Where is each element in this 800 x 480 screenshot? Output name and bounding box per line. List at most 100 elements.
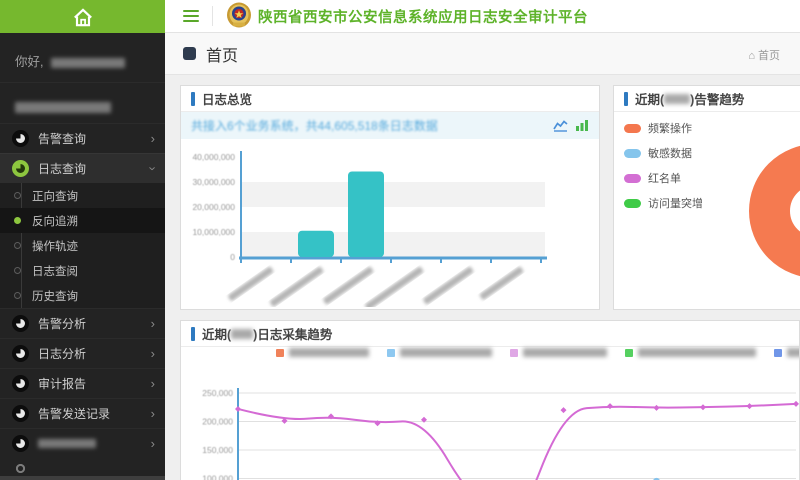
legend-item[interactable]: 敏感数据: [624, 145, 703, 161]
legend-marker-icon: [624, 148, 641, 158]
sidebar-item-alert-query[interactable]: 告警查询 ›: [0, 123, 165, 153]
breadcrumb[interactable]: ⌂ 首页: [748, 50, 780, 62]
log-overview-bar-chart[interactable]: 0 10,000,000 20,000,000 30,000,000 40,000,00…: [185, 143, 597, 307]
panel-log-overview: 日志总览 共接入6个业务系统，共44,605,518条日志数据 0 10,000,…: [180, 85, 600, 310]
legend-item[interactable]: [510, 348, 607, 357]
svg-text:40,000,000: 40,000,000: [192, 152, 235, 162]
sidebar-submenu: 正向查询反向追溯操作轨迹日志查阅 历史查询: [0, 183, 165, 308]
sidebar-item-label: 审计报告: [38, 377, 87, 391]
legend-marker-icon: [774, 348, 782, 357]
home-button[interactable]: [0, 0, 165, 33]
sidebar-subitem-label: 操作轨迹: [32, 240, 78, 253]
dot-icon: [14, 242, 21, 249]
legend-marker-icon: [510, 348, 518, 357]
redacted-period: [231, 328, 254, 339]
redacted-legend-label: [289, 348, 369, 357]
sidebar-item-log-query[interactable]: 日志查询 ›: [0, 153, 165, 183]
line-chart-icon[interactable]: [553, 119, 568, 132]
redacted-section-label: [15, 102, 111, 114]
chevron-right-icon: ›: [150, 316, 155, 331]
panel-collect-trend-title: 近期( )日志采集趋势: [181, 321, 799, 347]
legend-item[interactable]: 频繁操作: [624, 120, 703, 136]
topbar: 陕西省西安市公安信息系统应用日志安全审计平台: [165, 0, 800, 33]
alert-donut-chart[interactable]: [749, 144, 800, 278]
svg-text:200,000: 200,000: [202, 417, 233, 427]
audit-report-icon: [12, 375, 29, 392]
legend-marker-icon: [624, 173, 641, 183]
legend-marker-icon: [624, 198, 641, 208]
svg-text:150,000: 150,000: [202, 445, 233, 455]
title-marker: [191, 326, 195, 341]
chevron-right-icon: ›: [150, 346, 155, 361]
user-greeting: 你好,: [0, 33, 165, 83]
svg-text:20,000,000: 20,000,000: [192, 202, 235, 212]
sidebar-subitem-label: 正向查询: [32, 190, 78, 203]
log-summary-text: 共接入6个业务系统，共44,605,518条日志数据: [191, 119, 438, 133]
legend-marker-icon: [387, 348, 395, 357]
panel-collect-trend: 近期( )日志采集趋势 250,000 200,000 150,000 100,000: [180, 320, 800, 480]
redacted-legend-label: [787, 348, 799, 357]
legend-item[interactable]: [774, 348, 799, 357]
sidebar-subitem-label: 反向追溯: [32, 215, 78, 228]
legend-item[interactable]: [276, 348, 369, 357]
redacted-item-icon: [12, 435, 29, 452]
sidebar-item-audit-report[interactable]: 审计报告 ›: [0, 368, 165, 398]
alert-query-icon: [12, 130, 29, 147]
dot-icon: [14, 292, 21, 299]
sidebar-subitem-history-query[interactable]: 历史查询: [0, 283, 165, 308]
log-summary-strip: 共接入6个业务系统，共44,605,518条日志数据: [181, 112, 599, 139]
page-title: 首页: [206, 47, 239, 65]
bar-chart-icon[interactable]: [575, 119, 589, 132]
panel-alert-trend: 近期( )告警趋势 频繁操作敏感数据红名单访问量突增: [613, 85, 800, 310]
sidebar-item-label: 日志分析: [38, 347, 87, 361]
legend-label: 敏感数据: [648, 148, 692, 160]
legend-marker-icon: [624, 123, 641, 133]
legend-label: 访问量突增: [648, 198, 703, 210]
legend-label: 红名单: [648, 173, 681, 185]
dot-icon: [14, 267, 21, 274]
sidebar-item-log-analysis[interactable]: 日志分析 ›: [0, 338, 165, 368]
chevron-right-icon: ›: [150, 376, 155, 391]
sidebar-subitem-log-review[interactable]: 日志查阅: [0, 258, 165, 283]
sidebar-subitem-operation-track[interactable]: 操作轨迹: [0, 233, 165, 258]
sidebar-subitem-reverse-trace[interactable]: 反向追溯: [0, 208, 165, 233]
panel-alert-trend-title: 近期( )告警趋势: [614, 86, 800, 112]
hamburger-menu-icon[interactable]: [183, 10, 199, 22]
svg-text:30,000,000: 30,000,000: [192, 177, 235, 187]
svg-text:100,000: 100,000: [202, 474, 233, 480]
legend-item[interactable]: [387, 348, 492, 357]
sidebar-menu: 告警查询 › 日志查询 › 正向查询 反向追溯 操作轨迹 日志查阅 历史查询 告警分析 › 日志分析 ›…: [0, 123, 165, 458]
log-analysis-icon: [12, 345, 29, 362]
sidebar-item-redacted-item[interactable]: ›: [0, 428, 165, 458]
police-badge-icon: [227, 2, 251, 28]
breadcrumb-home-icon: ⌂: [748, 50, 755, 62]
app-title: 陕西省西安市公安信息系统应用日志安全审计平台: [258, 9, 588, 26]
legend-item[interactable]: 访问量突增: [624, 195, 703, 211]
chevron-right-icon: ›: [150, 406, 155, 421]
alert-analysis-icon: [12, 315, 29, 332]
log-query-icon: [12, 160, 29, 177]
collect-trend-legend: [181, 348, 799, 357]
dot-icon: [14, 192, 21, 199]
sidebar-subitem-forward-query[interactable]: 正向查询: [0, 183, 165, 208]
sidebar-item-alert-analysis[interactable]: 告警分析 ›: [0, 308, 165, 338]
page-header: 首页 ⌂ 首页: [165, 33, 800, 75]
svg-text:250,000: 250,000: [202, 388, 233, 398]
collect-trend-line-chart[interactable]: 250,000 200,000 150,000 100,000: [181, 365, 799, 480]
svg-text:0: 0: [230, 252, 235, 262]
gear-icon: [16, 463, 25, 473]
legend-item[interactable]: 红名单: [624, 170, 703, 186]
sidebar-item-alert-send-record[interactable]: 告警发送记录 ›: [0, 398, 165, 428]
legend-item[interactable]: [625, 348, 756, 357]
home-icon: [73, 7, 92, 26]
active-dot-icon: [14, 217, 21, 224]
redacted-username: [50, 57, 125, 68]
alert-trend-legend: 频繁操作敏感数据红名单访问量突增: [624, 120, 703, 220]
chevron-right-icon: ›: [150, 436, 155, 451]
legend-marker-icon: [625, 348, 633, 357]
sidebar-item-label: 日志查询: [38, 162, 87, 176]
alert-send-record-icon: [12, 405, 29, 422]
divider: [212, 6, 213, 26]
sidebar-settings-button[interactable]: [0, 458, 165, 478]
